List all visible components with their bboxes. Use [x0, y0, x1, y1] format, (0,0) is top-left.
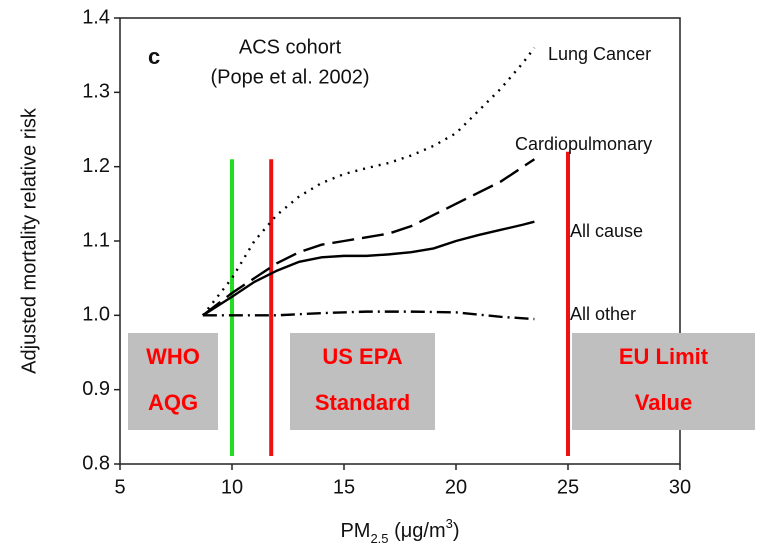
x-axis-label: PM2.5 (μg/m3) [340, 516, 459, 546]
y-tick-label: 1.2 [82, 155, 110, 177]
y-axis-label: Adjusted mortality relative risk [18, 107, 40, 374]
x-axis-label-part: 2.5 [370, 531, 388, 546]
x-axis-label-part: PM [340, 520, 370, 542]
series-label: All cause [570, 221, 643, 241]
x-axis-label-part: 3 [446, 516, 453, 531]
y-tick-label: 0.9 [82, 378, 110, 400]
standard-box [290, 333, 435, 430]
y-tick-label: 1.0 [82, 304, 110, 326]
x-tick-label: 20 [445, 476, 467, 498]
x-axis-label-part: (μg/m [389, 520, 446, 542]
x-axis-label-part: ) [453, 520, 460, 542]
annotation: ACS cohort [239, 36, 342, 58]
panel-letter: c [148, 44, 160, 69]
standard-label: WHO [146, 344, 200, 369]
y-tick-label: 1.1 [82, 229, 110, 251]
x-tick-label: 5 [114, 476, 125, 498]
x-tick-label: 30 [669, 476, 691, 498]
x-tick-label: 10 [221, 476, 243, 498]
x-tick-label: 25 [557, 476, 579, 498]
standard-label: Value [635, 390, 692, 415]
series-line [202, 220, 535, 317]
standard-box [128, 333, 218, 430]
standard-label: EU Limit [619, 344, 709, 369]
y-tick-label: 1.3 [82, 81, 110, 103]
standard-box [572, 333, 755, 430]
series-label: Lung Cancer [548, 44, 651, 64]
standard-label: US EPA [322, 344, 402, 369]
series-label: All other [570, 304, 636, 324]
x-tick-label: 15 [333, 476, 355, 498]
annotation: (Pope et al. 2002) [211, 66, 370, 88]
y-tick-label: 0.8 [82, 452, 110, 474]
standard-label: Standard [315, 390, 410, 415]
series-line [202, 310, 535, 321]
series-label: Cardiopulmonary [515, 134, 652, 154]
y-tick-label: 1.4 [82, 6, 110, 28]
series-line [202, 158, 536, 317]
standard-label: AQG [148, 390, 198, 415]
